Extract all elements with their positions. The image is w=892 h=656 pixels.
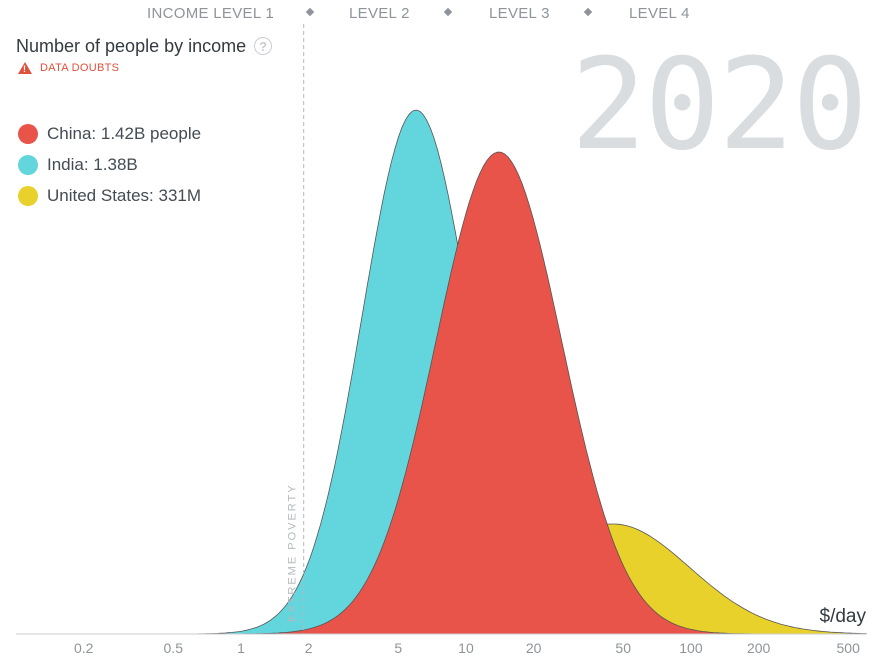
warning-icon: ! — [18, 62, 32, 74]
x-tick-label: 1 — [237, 640, 245, 656]
income-levels-bar: INCOME LEVEL 1 LEVEL 2 LEVEL 3 LEVEL 4 — [0, 0, 892, 28]
data-doubts-label[interactable]: DATA DOUBTS — [40, 62, 120, 74]
income-level-3-label[interactable]: LEVEL 3 — [489, 5, 550, 22]
x-tick-label: 5 — [394, 640, 402, 656]
question-mark-icon[interactable]: ? — [254, 37, 273, 55]
data-doubts-link[interactable]: ! DATA DOUBTS — [18, 62, 119, 74]
x-tick-label: 20 — [526, 640, 542, 656]
legend-item-india[interactable]: India: 1.38B — [18, 149, 201, 180]
x-tick-label: 2 — [305, 640, 313, 656]
legend-item-united-states[interactable]: United States: 331M — [18, 180, 201, 211]
extreme-poverty-label: EXTREME POVERTY — [287, 483, 299, 622]
x-tick-label: 100 — [679, 640, 703, 656]
legend: China: 1.42B people India: 1.38B United … — [18, 118, 201, 211]
income-level-1-label[interactable]: INCOME LEVEL 1 — [147, 5, 275, 22]
x-axis-ticks: 0.2 0.5 1 2 5 10 20 50 100 200 500 — [74, 640, 860, 656]
chart-title: Number of people by income — [16, 35, 247, 56]
legend-dot-china — [18, 123, 38, 144]
legend-dot-united-states — [18, 185, 38, 206]
legend-dot-india — [18, 154, 38, 175]
legend-item-china[interactable]: China: 1.42B people — [18, 118, 201, 149]
income-level-2-label[interactable]: LEVEL 2 — [349, 5, 410, 22]
legend-label-china: China: 1.42B people — [47, 123, 202, 143]
chart-header: Number of people by income ? — [16, 33, 273, 59]
x-tick-label: 500 — [837, 640, 861, 656]
legend-label-united-states: United States: 331M — [47, 185, 202, 205]
x-tick-label: 10 — [458, 640, 474, 656]
income-level-4-label[interactable]: LEVEL 4 — [629, 5, 690, 22]
x-tick-label: 200 — [747, 640, 771, 656]
x-tick-label: 0.2 — [74, 640, 94, 656]
year-watermark: 2020 — [570, 31, 868, 178]
x-tick-label: 50 — [615, 640, 631, 656]
x-tick-label: 0.5 — [164, 640, 184, 656]
legend-label-india: India: 1.38B — [47, 154, 138, 174]
x-axis-unit-label: $/day — [819, 606, 866, 627]
